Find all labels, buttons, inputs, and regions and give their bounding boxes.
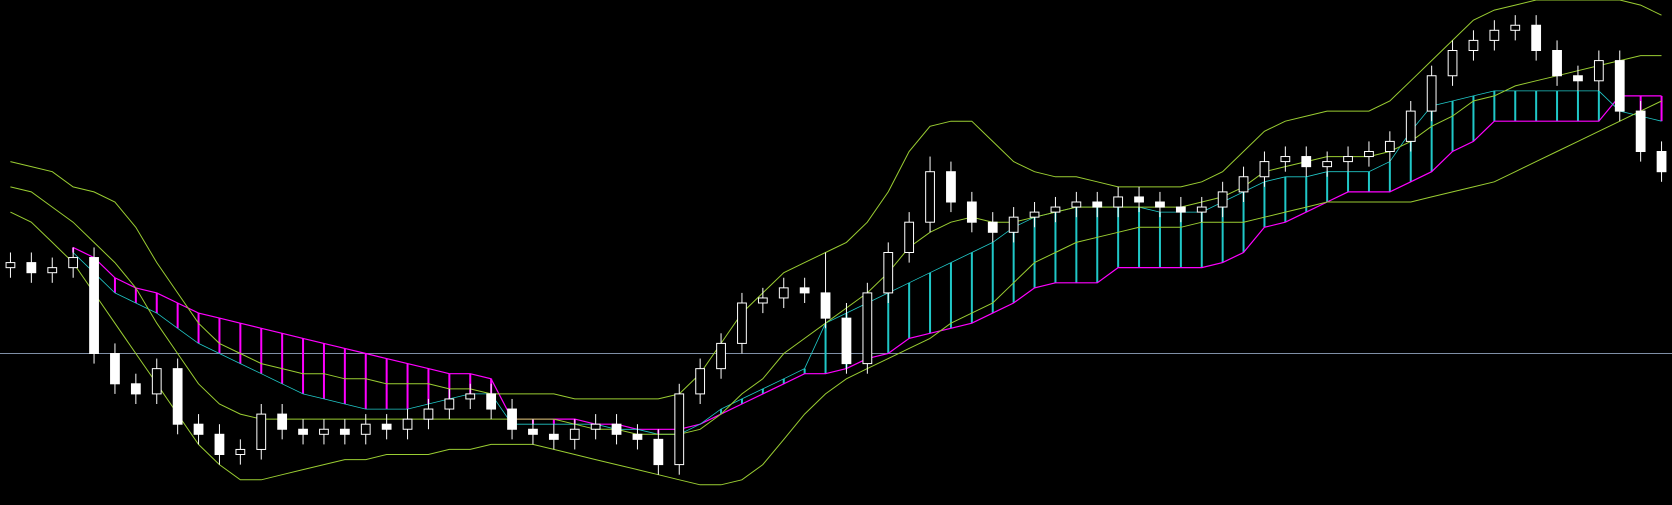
candle-body bbox=[235, 448, 246, 456]
candle-body bbox=[1196, 206, 1207, 213]
candle-body bbox=[1134, 196, 1144, 203]
cloud-span-b bbox=[72, 95, 1662, 430]
candle-body bbox=[465, 393, 476, 400]
candle-body bbox=[695, 368, 706, 395]
candle-body bbox=[1593, 60, 1604, 82]
candle-body bbox=[757, 297, 768, 304]
band-lower bbox=[10, 100, 1662, 486]
candle-body bbox=[799, 287, 810, 294]
candle-body bbox=[298, 428, 308, 435]
candle-body bbox=[1426, 75, 1437, 112]
candle-body bbox=[1635, 110, 1646, 152]
candle-body bbox=[1614, 60, 1625, 112]
candle-body bbox=[1343, 156, 1353, 163]
candle-body bbox=[1322, 161, 1333, 168]
candle-body bbox=[1468, 39, 1479, 52]
candle-body bbox=[1113, 196, 1124, 208]
candle-body bbox=[1259, 161, 1270, 178]
candle-body bbox=[486, 393, 497, 410]
candle-body bbox=[1155, 201, 1165, 208]
candle-body bbox=[569, 428, 580, 440]
candle-body bbox=[904, 221, 915, 253]
candle-body bbox=[528, 428, 538, 435]
candle-body bbox=[402, 418, 413, 430]
candle-body bbox=[1364, 151, 1374, 158]
candle-body bbox=[820, 292, 831, 319]
candle-body bbox=[1050, 206, 1061, 213]
candle-body bbox=[68, 257, 79, 269]
candle-body bbox=[319, 428, 329, 435]
candle-body bbox=[1092, 201, 1103, 208]
candle-body bbox=[1238, 176, 1249, 193]
candle-body bbox=[737, 302, 747, 344]
candle-body bbox=[214, 433, 225, 455]
candle-body bbox=[548, 433, 559, 440]
candle-body bbox=[716, 342, 726, 370]
candle-body bbox=[193, 423, 204, 435]
candle-body bbox=[883, 252, 894, 294]
candle-body bbox=[1405, 110, 1416, 142]
candle-body bbox=[172, 368, 183, 425]
candle-body bbox=[151, 368, 162, 395]
candle-body bbox=[89, 257, 99, 354]
candle-body bbox=[1552, 50, 1562, 77]
candle-body bbox=[1280, 156, 1291, 163]
candle-body bbox=[1175, 206, 1186, 213]
candle-body bbox=[1447, 50, 1458, 77]
candle-body bbox=[1217, 191, 1228, 208]
candle-body bbox=[130, 383, 141, 395]
candle-body bbox=[444, 398, 455, 410]
candle-body bbox=[381, 423, 392, 430]
candle-body bbox=[1008, 216, 1019, 233]
candle-body bbox=[47, 267, 58, 274]
cloud-span-a bbox=[72, 90, 1662, 435]
candle-body bbox=[590, 423, 601, 430]
candle-body bbox=[862, 292, 873, 365]
candle-body bbox=[1071, 201, 1082, 208]
candle-body bbox=[256, 413, 267, 450]
candle-body bbox=[1384, 140, 1395, 152]
candle-body bbox=[110, 353, 120, 385]
candle-body bbox=[1510, 24, 1521, 31]
candle-body bbox=[925, 171, 935, 223]
candle-body bbox=[1029, 211, 1040, 218]
candle-body bbox=[1531, 24, 1542, 51]
candle-body bbox=[277, 413, 288, 430]
candle-body bbox=[778, 287, 789, 299]
candle-body bbox=[946, 171, 956, 203]
candle-body bbox=[1656, 151, 1667, 173]
candle-body bbox=[1489, 29, 1500, 41]
candle-body bbox=[966, 201, 977, 223]
candle-body bbox=[339, 428, 350, 435]
candle-body bbox=[1573, 75, 1583, 82]
band-upper bbox=[10, 0, 1662, 400]
candle-body bbox=[632, 433, 643, 440]
candle-body bbox=[987, 221, 998, 233]
candle-body bbox=[360, 423, 371, 435]
candle-body bbox=[507, 408, 517, 430]
candle-body bbox=[841, 317, 852, 365]
candle-body bbox=[674, 393, 685, 466]
candle-body bbox=[1301, 156, 1312, 168]
candle-body bbox=[611, 423, 622, 435]
candle-body bbox=[5, 262, 16, 269]
candle-body bbox=[653, 438, 664, 466]
candle-body bbox=[26, 262, 37, 274]
candle-body bbox=[423, 408, 434, 420]
